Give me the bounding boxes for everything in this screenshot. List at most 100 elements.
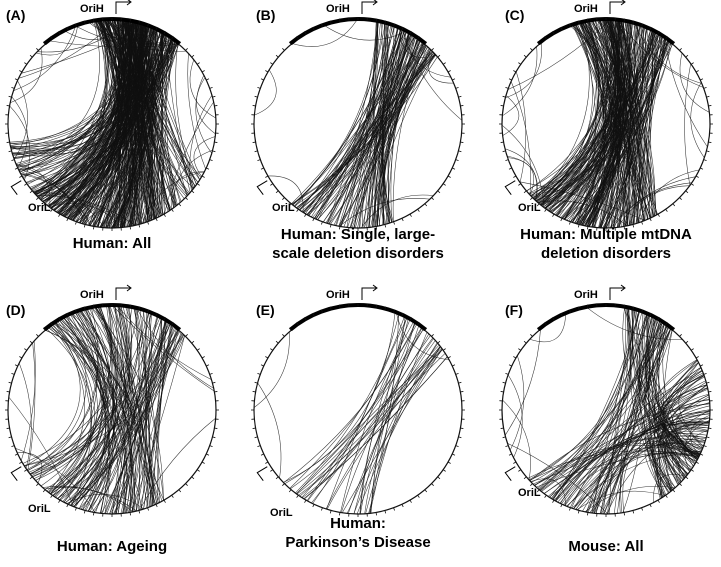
ring-tick [163, 31, 166, 35]
ring-tick [209, 445, 213, 447]
ring-tick [270, 62, 274, 65]
deletion-arc [599, 27, 645, 228]
deletion-arc [666, 443, 702, 456]
ring-tick [171, 208, 174, 212]
ring-tick [270, 469, 274, 472]
deletion-arc [84, 33, 165, 225]
ring-tick [14, 453, 18, 456]
orih-arrow [115, 1, 130, 14]
deletion-arc [502, 95, 520, 136]
deletion-arc [306, 328, 424, 501]
ring-tick [209, 159, 213, 161]
panel-5: (E) OriH OriL Human: Parkinson’s Disease [251, 284, 465, 551]
deletion-arc [359, 327, 422, 515]
ring-tick [695, 461, 699, 464]
deletion-arc [596, 413, 710, 514]
ring-tick [455, 87, 459, 89]
deletion-arc [567, 328, 671, 507]
ring-tick [209, 87, 213, 89]
deletion-arc [537, 23, 593, 203]
deletion-arc [551, 19, 622, 214]
deletion-arc [135, 24, 155, 226]
ring-tick [196, 183, 200, 186]
ring-ticks [499, 17, 713, 231]
deletion-arc [100, 313, 152, 514]
deletion-arc [117, 306, 151, 507]
oril-pointer [10, 466, 22, 482]
ring-tick [260, 78, 264, 81]
deletion-arc [559, 450, 697, 504]
deletion-arc [302, 32, 409, 213]
deletion-arc [535, 21, 600, 202]
deletion-arc [257, 382, 282, 479]
ring-tick [212, 436, 216, 439]
deletion-arc [652, 442, 703, 491]
deletion-arc [377, 29, 403, 227]
deletion-arc [95, 307, 131, 514]
ring-tick [508, 453, 512, 456]
deletion-arc [638, 32, 656, 223]
deletion-arc [195, 75, 213, 154]
deletion-arc [151, 27, 195, 189]
orih-arrowhead [372, 284, 378, 292]
deletion-arc [360, 194, 434, 229]
ring-tick [19, 356, 23, 359]
oril-pointer [504, 466, 516, 482]
deletion-arc [566, 417, 710, 507]
orih-arrow [609, 1, 624, 14]
deletion-arc [600, 313, 645, 515]
deletion-arc [581, 30, 652, 226]
deletion-arc [629, 22, 641, 224]
ring-tick [384, 224, 387, 228]
deletion-arc [141, 171, 205, 224]
ring-tick [442, 183, 446, 186]
deletion-arc [48, 27, 152, 207]
ring-tick [163, 213, 166, 217]
deletion-arc [96, 20, 176, 45]
ring-tick [560, 26, 563, 30]
deletion-arc [193, 136, 216, 177]
ring-tick [93, 226, 95, 230]
deletion-arc [67, 309, 114, 505]
deletion-arc [106, 19, 145, 227]
deletion-arc [620, 326, 668, 513]
ring-tick [560, 218, 563, 222]
ring-tick [703, 445, 707, 447]
deletion-arc [586, 312, 644, 513]
deletion-arc [600, 453, 699, 514]
deletion-arc [115, 318, 162, 514]
deletion-arc [324, 25, 406, 41]
deletion-arc [292, 19, 358, 47]
ring-tick [288, 327, 292, 331]
ring-tick [304, 31, 307, 35]
deletion-arc [353, 338, 434, 514]
deletion-arc [106, 321, 167, 515]
ring-tick [641, 309, 643, 313]
ring-tick [665, 36, 668, 40]
deletion-arc [52, 324, 92, 506]
deletion-arc [15, 163, 106, 228]
deletion-arc [648, 318, 698, 460]
ring-tick [455, 159, 459, 161]
ring-tick [42, 203, 46, 207]
ring-tick [424, 203, 428, 207]
deletion-arc [48, 327, 110, 512]
ring-tick [401, 26, 404, 30]
panel-4: (D) OriH OriL Human: Ageing [5, 284, 219, 555]
ring-tick [649, 26, 652, 30]
deletion-arc [296, 346, 441, 494]
panel-letter: (F) [505, 302, 523, 318]
ring-tick [66, 26, 69, 30]
ring-tick [393, 507, 395, 511]
deletion-arc [59, 307, 122, 500]
deletion-arc [120, 20, 165, 43]
ring-tick [329, 224, 332, 228]
ring-tick [296, 36, 299, 40]
ring-tick [339, 304, 341, 308]
ring-tick [577, 224, 580, 228]
ring-tick [206, 167, 210, 170]
ring-tick [409, 31, 412, 35]
ring-tick [508, 364, 512, 367]
ring-tick [657, 317, 660, 321]
